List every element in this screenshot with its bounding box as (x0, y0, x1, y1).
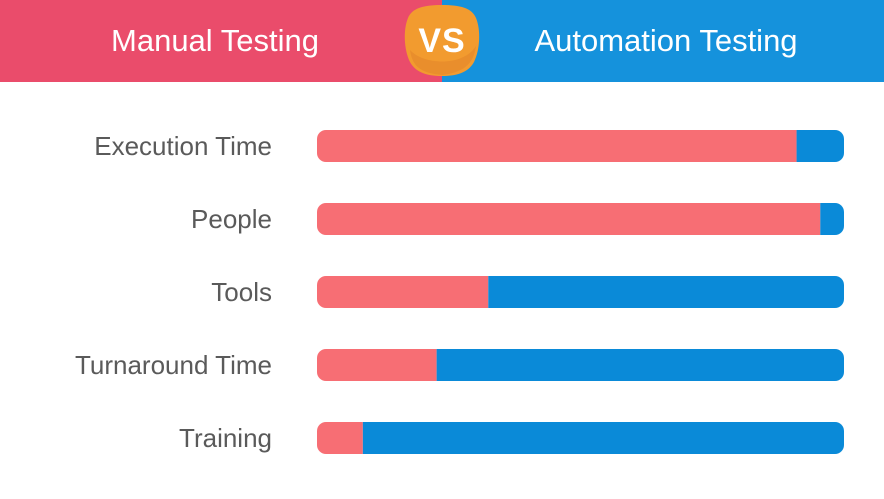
category-label: People (191, 204, 272, 234)
bar-row (317, 276, 844, 308)
automation-testing-title: Automation Testing (534, 23, 798, 58)
automation-bar-segment (488, 276, 844, 308)
manual-testing-title: Manual Testing (111, 23, 319, 58)
header-manual-panel (0, 0, 442, 82)
vs-badge-icon (404, 5, 480, 76)
automation-bar-segment (820, 203, 844, 235)
automation-bar-segment (796, 130, 844, 162)
bar-row (317, 349, 844, 381)
category-label: Tools (211, 277, 272, 307)
manual-bar-segment (317, 349, 437, 381)
manual-bar-segment (317, 422, 363, 454)
vs-label: VS (418, 22, 466, 60)
header: Manual Testing Automation Testing VS (0, 0, 884, 82)
header-automation-panel (442, 0, 884, 82)
category-label: Turnaround Time (75, 350, 272, 380)
bar-row (317, 130, 844, 162)
manual-bar-segment (317, 203, 821, 235)
category-label: Training (179, 423, 272, 453)
manual-bar-segment (317, 130, 797, 162)
automation-bar-segment (362, 422, 844, 454)
manual-bar-segment (317, 276, 489, 308)
automation-bar-segment (436, 349, 844, 381)
bar-row (317, 422, 844, 454)
bar-row (317, 203, 844, 235)
category-label: Execution Time (94, 131, 272, 161)
